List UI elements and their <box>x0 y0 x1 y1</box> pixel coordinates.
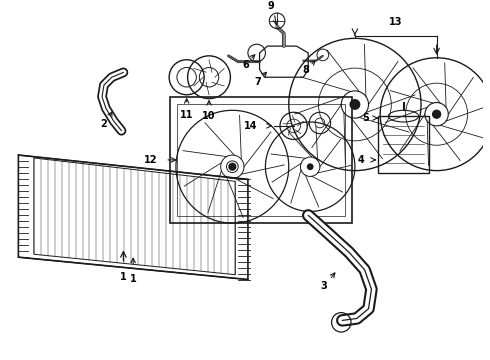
Text: 1: 1 <box>120 272 127 282</box>
Text: 1: 1 <box>130 274 137 284</box>
Text: 9: 9 <box>268 1 274 11</box>
Bar <box>378 116 429 172</box>
Text: 10: 10 <box>202 111 216 121</box>
Text: 3: 3 <box>320 282 327 291</box>
Text: 12: 12 <box>144 155 157 165</box>
Text: 4: 4 <box>358 155 365 165</box>
Text: 5: 5 <box>362 113 368 123</box>
Text: 8: 8 <box>303 66 310 76</box>
Circle shape <box>432 109 441 119</box>
Circle shape <box>307 163 314 170</box>
Text: 11: 11 <box>180 110 194 120</box>
Text: 14: 14 <box>244 121 258 131</box>
Circle shape <box>349 99 360 110</box>
Text: 2: 2 <box>100 119 107 129</box>
Text: 6: 6 <box>243 60 249 69</box>
Circle shape <box>228 163 237 171</box>
Text: 13: 13 <box>389 17 402 27</box>
Text: 7: 7 <box>254 77 261 87</box>
